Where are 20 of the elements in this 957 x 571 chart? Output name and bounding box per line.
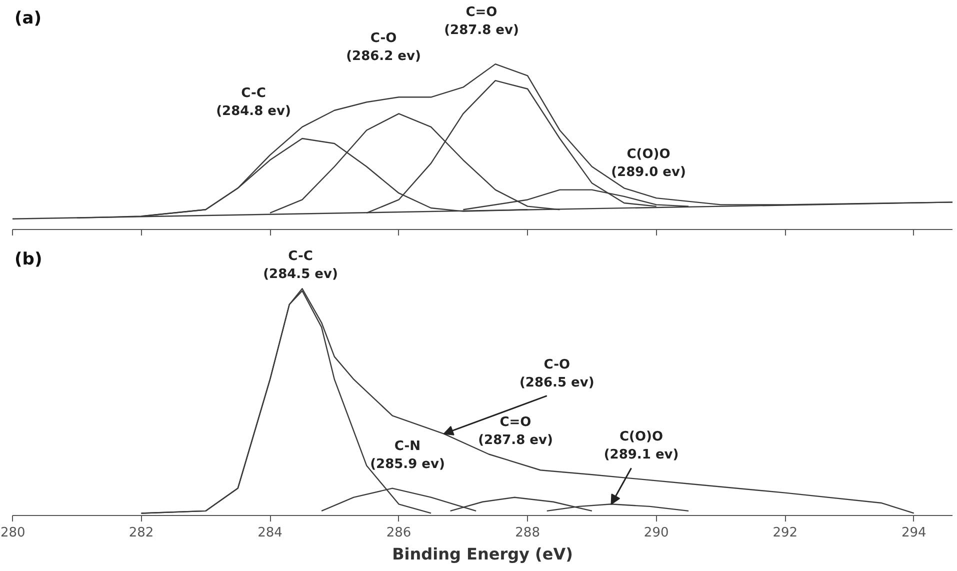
- text: C-O (286.2 ev): [346, 31, 421, 64]
- text: C-C (284.5 ev): [263, 249, 338, 282]
- x-tick-label: 290: [644, 526, 669, 540]
- x-tick-label: 286: [386, 526, 412, 540]
- x-tick-label: 280: [0, 526, 26, 540]
- x-tick-label: 294: [901, 526, 926, 540]
- x-tick-label: 288: [515, 526, 540, 540]
- annotation: C(O)O (289.0 ev): [611, 147, 686, 180]
- annotation: C-C (284.8 ev): [216, 86, 291, 119]
- x-tick-label: 282: [128, 526, 154, 540]
- x-tick-label: 284: [258, 526, 282, 540]
- annotation: C-N (285.9 ev): [370, 439, 445, 472]
- annotation: C-O (286.5 ev): [519, 357, 594, 390]
- x-tick-label: 292: [772, 526, 798, 540]
- chart-title: (b): [14, 250, 42, 270]
- annotation: C=O (287.8 ev): [478, 415, 553, 448]
- annotation: C(O)O (289.1 ev): [604, 430, 679, 463]
- chart-title: (a): [14, 8, 42, 28]
- text: C=O (287.8 ev): [444, 5, 519, 38]
- x-axis-title: Binding Energy (eV): [392, 544, 573, 564]
